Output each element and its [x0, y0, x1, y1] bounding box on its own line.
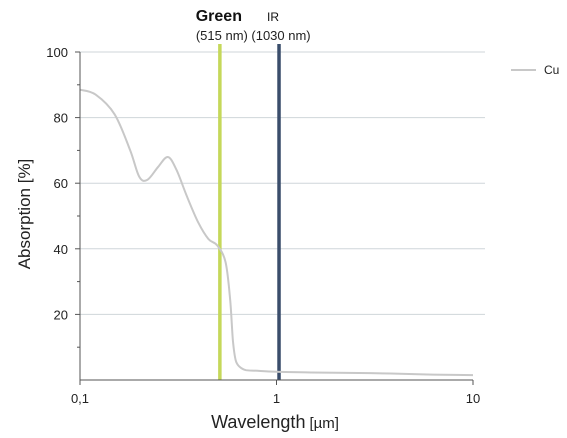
x-tick-label: 10 — [466, 391, 480, 406]
x-axis-title: Wavelength [µm] — [211, 412, 339, 432]
y-tick-label: 20 — [54, 307, 68, 322]
ir-marker-wavelength: (1030 nm) — [251, 28, 310, 43]
x-tick-label: 0,1 — [71, 391, 89, 406]
ir-marker-label: IR — [267, 10, 279, 24]
legend: Cu — [511, 63, 559, 77]
x-tick-label: 1 — [273, 391, 280, 406]
x-axis-title-name: Wavelength — [211, 412, 305, 432]
grid-layer — [80, 51, 485, 315]
y-tick-label: 80 — [54, 111, 68, 126]
legend-label-cu: Cu — [544, 63, 559, 77]
green-marker-wavelength: (515 nm) — [196, 28, 248, 43]
green-marker-label: Green — [196, 8, 242, 25]
cu-series-line — [79, 88, 474, 377]
series-layer — [79, 88, 474, 377]
y-axis-title: Absorption [%] — [15, 159, 34, 270]
wavelength-markers: Green (515 nm) IR (1030 nm) — [196, 8, 311, 380]
y-tick-label: 40 — [54, 242, 68, 257]
axis-layer: 20 40 60 80 100 0,1 1 10 — [46, 45, 480, 406]
y-tick-label: 60 — [54, 176, 68, 191]
x-axis-title-unit: [µm] — [309, 415, 338, 432]
y-tick-label: 100 — [46, 45, 68, 60]
